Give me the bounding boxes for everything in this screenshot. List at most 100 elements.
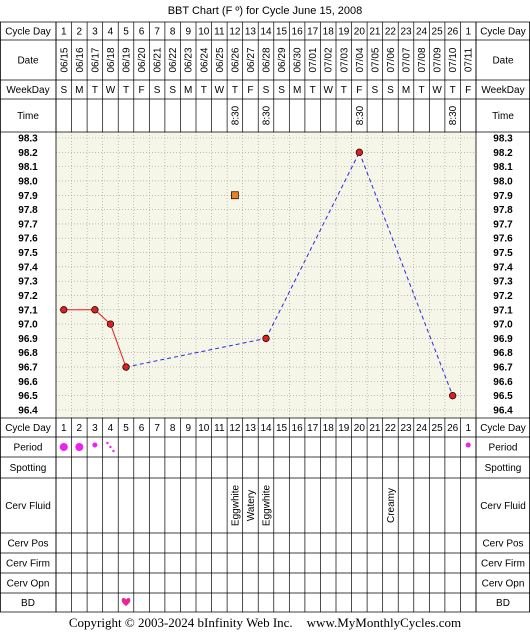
cycle-day-cell: 15 [276,27,288,38]
weekday-cell: W [215,85,225,96]
site-link: www.MyMonthlyCycles.com [307,615,461,630]
date-cell: 07/09 [433,47,444,72]
row-label-right-date: Date [492,56,514,67]
row-label-right-time: Time [492,111,514,122]
date-cell: 06/16 [75,47,86,72]
weekday-cell: M [75,85,83,96]
temp-point [91,306,99,314]
y-tick-label-right: 98.1 [493,162,513,173]
period-spotting-dot [106,441,109,445]
y-tick-label: 98.3 [18,134,38,145]
row-label-cerv-firm: Cerv Firm [6,559,50,570]
time-cell: 8:30 [262,105,273,125]
row-label-right-cerv-fluid: Cerv Fluid [480,501,526,512]
cycle-day-cell: 6 [139,27,145,38]
y-tick-label: 96.9 [18,334,38,345]
row-label-time: Time [17,111,39,122]
temp-point [355,148,363,156]
period-spotting-dot [109,445,112,449]
cycle-day-cell-bottom: 5 [123,423,129,434]
cycle-day-cell-bottom: 12 [229,423,241,434]
cycle-day-cell: 23 [400,27,412,38]
cycle-day-cell-bottom: 9 [185,423,191,434]
cycle-day-cell: 1 [465,27,471,38]
y-tick-label-right: 96.7 [493,363,513,374]
time-cell: 8:30 [355,105,366,125]
y-tick-label-right: 97.8 [493,205,513,216]
y-tick-label-right: 98.3 [493,134,513,145]
y-tick-label: 97.2 [18,291,38,302]
footer-text: Copyright © 2003-2024 bInfinity Web Inc.… [69,615,461,630]
row-label-weekday: WeekDay [6,85,49,96]
temp-point [106,320,115,328]
date-cell: 07/11 [464,47,475,72]
y-tick-label: 97.9 [18,191,38,202]
cycle-day-cell: 21 [369,27,381,38]
y-tick-label-right: 97.4 [493,262,513,273]
date-cell: 06/21 [153,47,164,72]
cycle-day-cell: 13 [245,27,257,38]
date-cell: 06/27 [246,47,257,72]
cerv-fluid-cell: Eggwhite [230,484,241,526]
date-cell: 07/04 [355,47,366,72]
weekday-cell: W [106,85,116,96]
date-cell: 06/19 [122,47,133,72]
weekday-cell: M [184,85,192,96]
row-label-right-cycle-day: Cycle Day [480,27,526,38]
y-tick-label: 98.0 [18,176,38,187]
cycle-day-cell-bottom: 1 [465,423,471,434]
row-label-cycle-day2: Cycle Day [5,423,51,434]
cycle-day-cell-bottom: 17 [307,423,319,434]
chart-grid [0,21,530,613]
cycle-day-cell: 3 [92,27,98,38]
cycle-day-cell-bottom: 14 [260,423,272,434]
date-cell: 07/07 [402,47,413,72]
weekday-cell: T [232,85,238,96]
cycle-day-cell: 12 [229,27,241,38]
date-cell: 07/01 [308,47,319,72]
date-cell: 06/26 [230,47,241,72]
cycle-day-cell-bottom: 13 [245,423,257,434]
temp-line-dashed [125,337,267,368]
date-cell: 06/29 [277,47,288,72]
cycle-day-cell: 19 [338,27,350,38]
date-cell: 07/02 [324,47,335,72]
cycle-day-cell-bottom: 3 [92,423,98,434]
row-label-right-cerv-pos: Cerv Pos [482,539,523,550]
cerv-fluid-cell: Eggwhite [262,484,273,526]
y-tick-label: 97.0 [18,320,38,331]
date-cell: 07/05 [370,47,381,72]
date-cell: 07/03 [339,47,350,72]
y-tick-label-right: 96.5 [493,391,513,402]
weekday-cell: S [263,85,270,96]
weekday-cell: T [92,85,98,96]
cerv-fluid-cell: Creamy [386,488,397,523]
cycle-day-cell: 9 [185,27,191,38]
cycle-day-cell: 1 [61,27,67,38]
weekday-cell: T [310,85,316,96]
row-label-right-cerv-firm: Cerv Firm [481,559,525,570]
temp-point [449,392,457,400]
weekday-cell: F [465,85,471,96]
y-tick-label: 96.5 [18,391,38,402]
temp-line-solid [109,323,127,368]
temp-point [122,363,130,371]
cycle-day-cell-bottom: 15 [276,423,288,434]
y-tick-label: 98.2 [18,148,38,159]
cycle-day-cell: 24 [416,27,428,38]
chart-background [0,22,530,612]
weekday-cell: S [387,85,394,96]
y-tick-label: 97.1 [18,305,38,316]
cycle-day-cell: 10 [198,27,210,38]
cycle-day-cell: 22 [385,27,397,38]
cycle-day-cell-bottom: 1 [61,423,67,434]
y-tick-label: 98.1 [18,162,38,173]
bd-heart-icon [121,598,131,606]
y-tick-label: 97.5 [18,248,38,259]
period-medium-dot [465,442,471,448]
y-tick-label-right: 96.8 [493,348,513,359]
header-rows: 1 2 3 4 5 6 7 8 9 10 11 12 13 14 15 16 17 18 19 20 21 22 23 24 2… [59,27,474,126]
y-tick-label: 97.6 [18,234,38,245]
date-cell: 06/28 [262,47,273,72]
cycle-day-cell: 17 [307,27,319,38]
